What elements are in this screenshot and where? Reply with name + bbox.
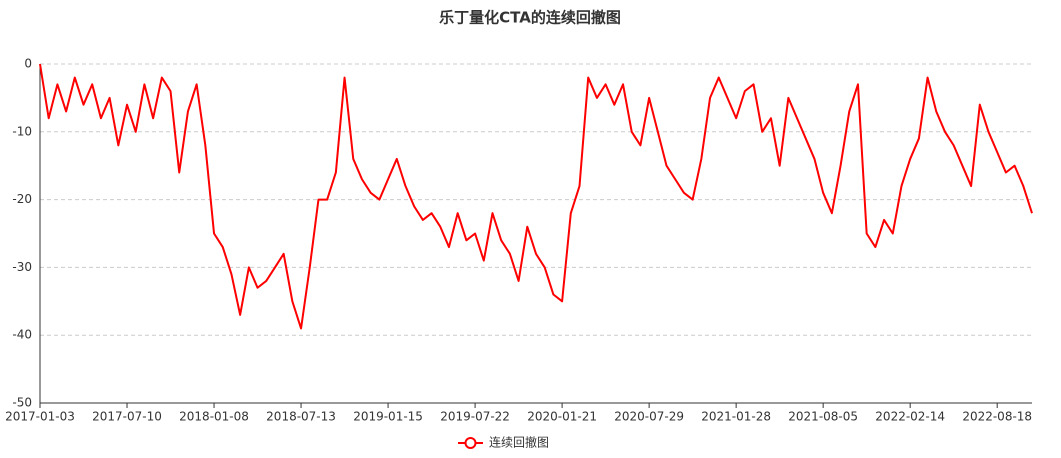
y-tick-label: -30	[12, 260, 32, 274]
y-tick-label: -50	[12, 396, 32, 410]
x-tick-label: 2017-07-10	[92, 410, 162, 424]
x-tick-label: 2018-01-08	[179, 410, 249, 424]
x-tick-label: 2019-07-22	[440, 410, 510, 424]
x-tick-label: 2021-01-28	[701, 410, 771, 424]
y-tick-label: -40	[12, 328, 32, 342]
x-tick-label: 2020-01-21	[527, 410, 597, 424]
x-tick-label: 2022-08-18	[962, 410, 1032, 424]
y-tick-label: -20	[12, 192, 32, 206]
legend-label: 连续回撤图	[489, 435, 549, 450]
x-tick-label: 2017-01-03	[5, 410, 75, 424]
y-tick-label: 0	[24, 57, 32, 71]
x-tick-label: 2021-08-05	[788, 410, 858, 424]
x-tick-label: 2018-07-13	[266, 410, 336, 424]
legend-marker	[464, 437, 477, 449]
y-tick-label: -10	[12, 124, 32, 138]
chart-title: 乐丁量化CTA的连续回撤图	[439, 9, 621, 27]
x-tick-label: 2019-01-15	[353, 410, 423, 424]
x-tick-label: 2022-02-14	[875, 410, 945, 424]
line	[39, 63, 1033, 330]
x-tick-label: 2020-07-29	[614, 410, 684, 424]
